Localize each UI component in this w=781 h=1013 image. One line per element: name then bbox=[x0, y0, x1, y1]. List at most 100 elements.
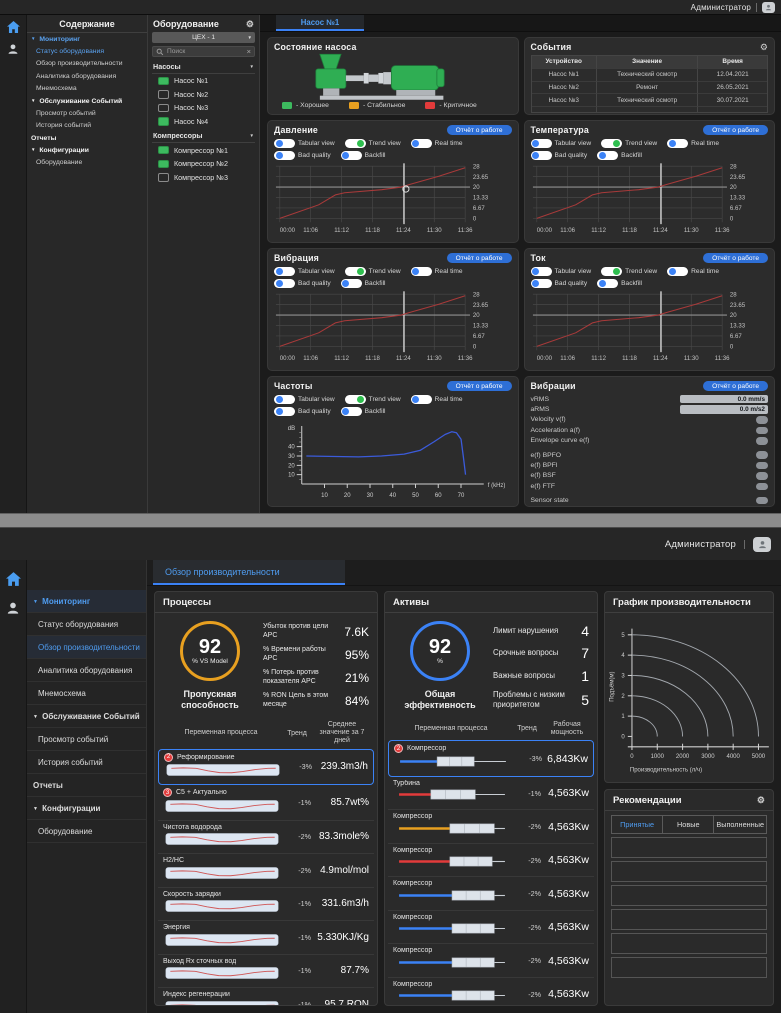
toggle-tabular-view[interactable]: Tabular view bbox=[530, 139, 591, 148]
toggle-real-time[interactable]: Real time bbox=[667, 267, 719, 276]
toggle-real-time[interactable]: Real time bbox=[410, 139, 463, 148]
toggle-bad-quality[interactable]: Bad quality bbox=[274, 407, 331, 416]
asset-row[interactable]: Компрессор -2% 4,563Kw bbox=[388, 911, 594, 945]
gear-icon[interactable]: ⚙ bbox=[245, 18, 254, 29]
toggle-real-time[interactable]: Real time bbox=[410, 267, 463, 276]
home-icon[interactable] bbox=[5, 572, 21, 586]
user-icon[interactable] bbox=[7, 43, 19, 55]
equipment-item[interactable]: Компрессор №2 bbox=[152, 157, 255, 171]
contents-item-7[interactable]: История событий bbox=[36, 122, 91, 130]
status-dot[interactable] bbox=[756, 472, 768, 480]
report-button[interactable]: Отчёт о работе bbox=[446, 381, 512, 391]
menu-item-6[interactable]: Просмотр событий bbox=[27, 728, 146, 751]
asset-row[interactable]: Компрессор -2% 4,563Kw bbox=[388, 877, 594, 911]
toggle-trend-view[interactable]: Trend view bbox=[344, 267, 401, 276]
toggle-real-time[interactable]: Real time bbox=[410, 395, 463, 404]
menu-item-5[interactable]: ▼ Обслуживание Событий bbox=[27, 705, 146, 728]
asset-row[interactable]: Компрессор -2% 4,563Kw bbox=[388, 978, 594, 1005]
shop-selector[interactable]: ЦЕХ - 1 ▼ bbox=[152, 32, 255, 43]
process-row[interactable]: Чистота водорода -2% 83.3mole% bbox=[158, 821, 374, 855]
toggle-backfill[interactable]: Backfill bbox=[340, 279, 386, 288]
equipment-item[interactable]: Насос №1 bbox=[152, 74, 255, 88]
toggle-bad-quality[interactable]: Bad quality bbox=[274, 151, 331, 160]
toggle-backfill[interactable]: Backfill bbox=[597, 151, 642, 160]
status-checkbox[interactable] bbox=[158, 90, 169, 99]
equipment-item[interactable]: Насос №2 bbox=[152, 88, 255, 102]
asset-row[interactable]: Компрессор -2% 4,563Kw bbox=[388, 944, 594, 978]
menu-item-9[interactable]: ▼ Конфигурации bbox=[27, 797, 146, 820]
trend-chart[interactable]: 00:00 11:06 11:12 11:18 11:24 11:30 11:36 28 23.… bbox=[274, 290, 512, 366]
toggle-tabular-view[interactable]: Tabular view bbox=[274, 395, 335, 404]
contents-item-2[interactable]: Обзор производительности bbox=[36, 60, 123, 68]
asset-row[interactable]: Компрессор -2% 4,563Kw bbox=[388, 844, 594, 878]
recommendation-slot[interactable] bbox=[611, 837, 767, 858]
status-dot[interactable] bbox=[756, 451, 768, 459]
toggle-backfill[interactable]: Backfill bbox=[340, 151, 386, 160]
menu-item-8[interactable]: Отчеты bbox=[27, 774, 146, 797]
gear-icon[interactable]: ⚙ bbox=[756, 795, 765, 805]
equipment-item[interactable]: Компрессор №1 bbox=[152, 143, 255, 157]
status-dot[interactable] bbox=[756, 496, 768, 505]
status-dot[interactable] bbox=[756, 426, 768, 435]
process-row[interactable]: Энергия -1% 5.330KJ/Kg bbox=[158, 921, 374, 955]
status-checkbox[interactable] bbox=[158, 76, 169, 86]
gear-icon[interactable]: ⚙ bbox=[759, 41, 768, 52]
recommendation-slot[interactable] bbox=[611, 909, 767, 930]
equipment-item[interactable]: Насос №4 bbox=[152, 115, 255, 129]
status-dot[interactable] bbox=[756, 482, 768, 491]
contents-item-9[interactable]: ▼ Конфигурации bbox=[31, 147, 89, 155]
tab-pump1[interactable]: Насос №1 bbox=[276, 15, 364, 31]
status-checkbox[interactable] bbox=[158, 159, 169, 169]
performance-chart[interactable]: 0 1 2 3 4 5 0 1000 2000 3000 4000 5000 Производитель… bbox=[605, 613, 773, 779]
contents-item-1[interactable]: Статус оборудования bbox=[36, 48, 104, 56]
status-dot[interactable] bbox=[756, 416, 768, 424]
asset-row[interactable]: 2 Компрессор -3% 6,843Kw bbox=[388, 740, 594, 777]
recommendation-slot[interactable] bbox=[611, 861, 767, 882]
process-row[interactable]: Скорость зарядки -1% 331.6m3/h bbox=[158, 888, 374, 922]
status-checkbox[interactable] bbox=[158, 173, 169, 182]
toggle-tabular-view[interactable]: Tabular view bbox=[530, 267, 591, 276]
process-row[interactable]: 3 C5 + Актуально -1% 85.7wt% bbox=[158, 785, 374, 821]
contents-item-6[interactable]: Просмотр событий bbox=[36, 109, 96, 117]
rec-tab-выполненные[interactable]: Выполненные bbox=[716, 820, 765, 829]
menu-item-2[interactable]: Обзор производительности bbox=[27, 636, 146, 659]
menu-item-1[interactable]: Статус оборудования bbox=[27, 613, 146, 636]
spectrum-chart[interactable]: dB f (kHz) 40 30 20 10 10 20 30 40 50 60 70 bbox=[274, 418, 512, 502]
status-dot[interactable] bbox=[756, 437, 768, 445]
process-row[interactable]: Индекс регенерации -1% 95.7 RON bbox=[158, 988, 374, 1005]
contents-item-8[interactable]: Отчеты bbox=[31, 134, 57, 142]
user-icon[interactable] bbox=[6, 601, 20, 615]
menu-item-0[interactable]: ▼ Мониторинг bbox=[27, 590, 146, 613]
process-row[interactable]: 2 Реформирование -3% 239.3m3/h bbox=[158, 748, 374, 786]
clear-icon[interactable]: × bbox=[246, 47, 251, 56]
equipment-group[interactable]: Компрессоры ▼ bbox=[152, 128, 255, 144]
equipment-item[interactable]: Компрессор №3 bbox=[152, 171, 255, 185]
contents-item-10[interactable]: Оборудование bbox=[36, 159, 83, 167]
recommendation-slot[interactable] bbox=[611, 957, 767, 978]
contents-item-5[interactable]: ▼ Обслуживание Событий bbox=[31, 97, 123, 105]
report-button[interactable]: Отчёт о работе bbox=[446, 253, 512, 263]
user-avatar[interactable] bbox=[753, 536, 771, 552]
equipment-item[interactable]: Насос №3 bbox=[152, 101, 255, 115]
toggle-trend-view[interactable]: Trend view bbox=[344, 139, 401, 148]
recommendation-slot[interactable] bbox=[611, 933, 767, 954]
toggle-bad-quality[interactable]: Bad quality bbox=[530, 279, 587, 288]
status-checkbox[interactable] bbox=[158, 145, 169, 155]
toggle-backfill[interactable]: Backfill bbox=[597, 279, 642, 288]
contents-item-0[interactable]: ▼ Мониторинг bbox=[31, 35, 81, 43]
user-avatar[interactable] bbox=[762, 1, 775, 13]
contents-item-4[interactable]: Мнемосхема bbox=[36, 85, 77, 93]
menu-item-4[interactable]: Мнемосхема bbox=[27, 682, 146, 705]
report-button[interactable]: Отчёт о работе bbox=[703, 125, 768, 135]
toggle-real-time[interactable]: Real time bbox=[667, 139, 719, 148]
toggle-backfill[interactable]: Backfill bbox=[340, 407, 386, 416]
trend-chart[interactable]: 00:00 11:06 11:12 11:18 11:24 11:30 11:36 28 23.… bbox=[531, 162, 769, 238]
toggle-tabular-view[interactable]: Tabular view bbox=[274, 267, 335, 276]
asset-row[interactable]: Турбина -1% 4,563Kw bbox=[388, 777, 594, 811]
asset-row[interactable]: Компрессор -2% 4,563Kw bbox=[388, 810, 594, 844]
status-dot[interactable] bbox=[756, 461, 768, 470]
trend-chart[interactable]: 00:00 11:06 11:12 11:18 11:24 11:30 11:36 28 23.… bbox=[531, 290, 769, 366]
toggle-tabular-view[interactable]: Tabular view bbox=[274, 139, 335, 148]
status-checkbox[interactable] bbox=[158, 103, 169, 113]
recommendation-slot[interactable] bbox=[611, 885, 767, 906]
